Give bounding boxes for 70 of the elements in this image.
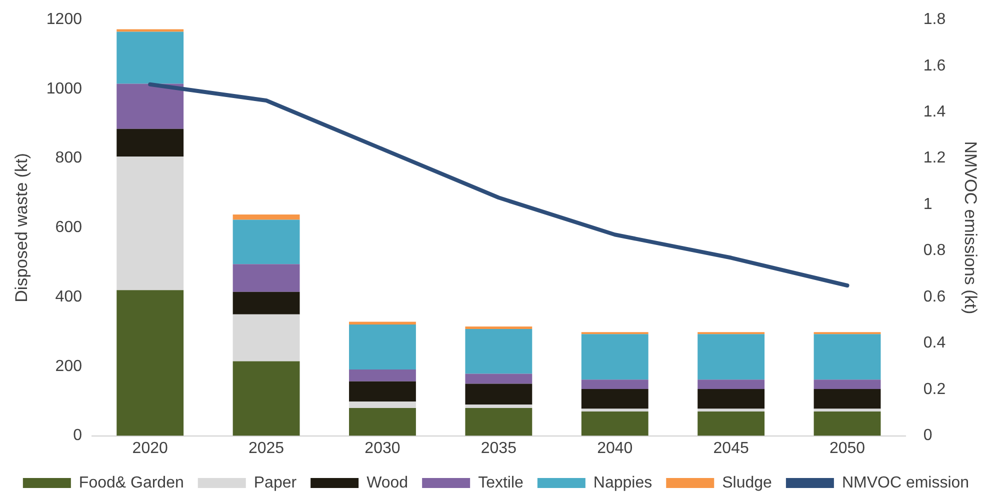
bar xyxy=(465,374,532,384)
bar xyxy=(814,408,881,412)
bar xyxy=(581,412,648,436)
bar xyxy=(465,408,532,436)
y2-tick-label: 1.6 xyxy=(923,57,946,74)
bar xyxy=(814,334,881,380)
y2-tick-label: 0.2 xyxy=(923,380,946,398)
legend-label: Wood xyxy=(366,474,408,492)
y2-tick-label: 1.2 xyxy=(923,150,946,167)
bar xyxy=(232,264,300,292)
legend-label: Food& Garden xyxy=(78,474,184,492)
y-tick-label: 1200 xyxy=(46,11,82,28)
y2-tick-label: 0.6 xyxy=(923,288,946,306)
bar xyxy=(232,214,300,220)
legend-label: Textile xyxy=(478,474,524,492)
bar xyxy=(232,220,300,264)
y-tick-label: 0 xyxy=(73,427,82,444)
y2-tick-label: 1.4 xyxy=(923,103,946,120)
y-tick-label: 200 xyxy=(55,358,82,375)
bar xyxy=(116,32,184,84)
legend-label: Sludge xyxy=(722,474,772,492)
bar xyxy=(814,388,881,409)
x-tick-label: 2050 xyxy=(829,440,866,457)
bar xyxy=(698,334,765,380)
y2-axis-title: NMVOC emissions (kt) xyxy=(961,141,980,314)
bar xyxy=(116,128,184,157)
bar xyxy=(349,370,416,382)
bar xyxy=(814,412,881,436)
y2-tick-label: 0.8 xyxy=(923,242,946,260)
bar xyxy=(814,380,881,389)
bar xyxy=(465,404,532,408)
bar xyxy=(349,324,416,370)
y2-tick-label: 0.4 xyxy=(923,334,946,352)
y2-tick-label: 1.8 xyxy=(923,11,946,28)
bar xyxy=(581,380,648,389)
bar xyxy=(698,380,765,389)
x-tick-label: 2030 xyxy=(364,440,400,457)
y-axis-title: Disposed waste (kt) xyxy=(12,153,31,302)
bar xyxy=(116,156,184,290)
x-tick-label: 2020 xyxy=(132,440,168,457)
bar xyxy=(465,328,532,374)
x-tick-label: 2040 xyxy=(597,440,633,457)
bar xyxy=(232,361,300,436)
bar xyxy=(581,334,648,380)
bar xyxy=(116,290,184,436)
bar xyxy=(349,381,416,402)
bar xyxy=(116,84,184,129)
bar xyxy=(349,401,416,408)
bar xyxy=(232,292,300,314)
x-tick-label: 2025 xyxy=(248,440,284,457)
bar xyxy=(698,388,765,409)
y2-tick-label: 1 xyxy=(923,196,932,213)
y-tick-label: 400 xyxy=(55,288,82,306)
bar xyxy=(581,408,648,412)
bar xyxy=(232,314,300,362)
y2-tick-label: 0 xyxy=(923,427,932,444)
x-tick-label: 2035 xyxy=(480,440,517,457)
bar xyxy=(349,322,416,324)
bar xyxy=(581,388,648,409)
y-tick-label: 1000 xyxy=(46,80,82,98)
bar xyxy=(698,408,765,412)
legend-label: NMVOC emission xyxy=(842,474,970,492)
legend-label: Nappies xyxy=(593,474,652,492)
bar xyxy=(698,412,765,436)
bar xyxy=(349,408,416,436)
x-tick-label: 2045 xyxy=(713,440,749,457)
y-tick-label: 800 xyxy=(55,150,82,167)
bar xyxy=(465,384,532,405)
y-tick-label: 600 xyxy=(55,219,82,236)
legend-label: Paper xyxy=(254,474,298,492)
